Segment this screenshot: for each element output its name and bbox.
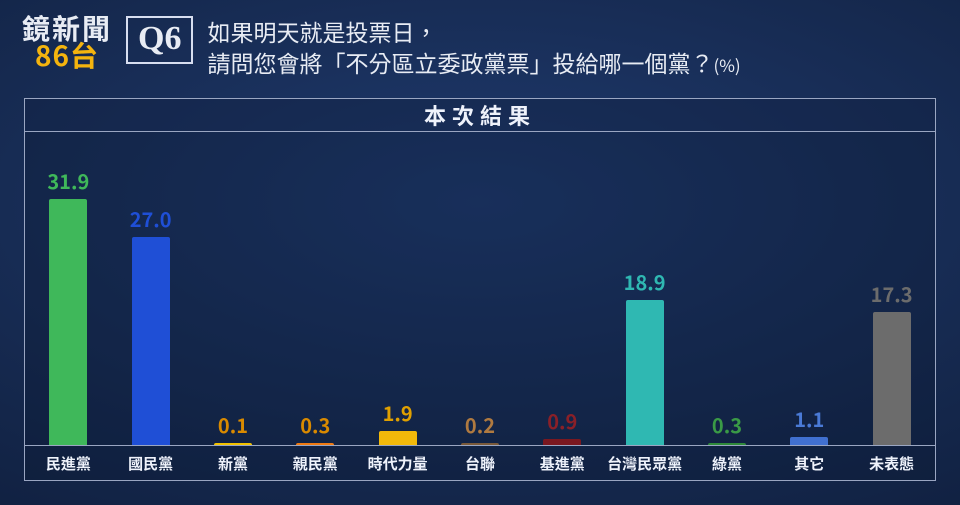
bar-column: 0.2 bbox=[441, 410, 519, 446]
x-label: 未表態 bbox=[853, 453, 931, 474]
x-label: 台灣民眾黨 bbox=[606, 453, 684, 474]
question-line2: 請問您會將「不分區立委政黨票」投給哪一個黨？ bbox=[207, 45, 713, 79]
x-label: 民進黨 bbox=[29, 453, 107, 474]
chart-frame: 本次結果 31.9 27.0 0.1 0.3 1.9 0.2 0.9 18.9 0.3 1.1 17… bbox=[24, 98, 936, 481]
bar bbox=[379, 431, 417, 446]
chart-title-bar: 本次結果 bbox=[24, 98, 936, 132]
bar-value: 0.1 bbox=[218, 410, 248, 439]
bar-column: 1.1 bbox=[770, 404, 848, 446]
bar-value: 0.2 bbox=[465, 410, 495, 439]
x-labels-row: 民進黨國民黨新黨親民黨時代力量台聯基進黨台灣民眾黨綠黨其它未表態 bbox=[25, 446, 935, 480]
x-label: 基進黨 bbox=[523, 453, 601, 474]
x-label: 台聯 bbox=[441, 453, 519, 474]
bars-row: 31.9 27.0 0.1 0.3 1.9 0.2 0.9 18.9 0.3 1.1 17.3 bbox=[25, 142, 935, 446]
bar bbox=[626, 300, 664, 446]
bar-value: 0.3 bbox=[712, 410, 742, 439]
x-label: 國民黨 bbox=[112, 453, 190, 474]
brand-block: 鏡新聞 86台 bbox=[22, 14, 112, 71]
bar-column: 0.3 bbox=[688, 410, 766, 446]
bar-value: 0.9 bbox=[547, 406, 577, 435]
x-label: 新黨 bbox=[194, 453, 272, 474]
x-label: 親民黨 bbox=[276, 453, 354, 474]
bar-column: 0.1 bbox=[194, 410, 272, 446]
x-label: 綠黨 bbox=[688, 453, 766, 474]
bar bbox=[132, 237, 170, 446]
brand-channel: 86台 bbox=[35, 41, 99, 70]
question-unit: (%) bbox=[713, 52, 740, 77]
bar-column: 31.9 bbox=[29, 166, 107, 446]
bar-column: 18.9 bbox=[606, 267, 684, 446]
bar-value: 0.3 bbox=[300, 410, 330, 439]
question-line1: 如果明天就是投票日， bbox=[207, 14, 437, 48]
x-label: 其它 bbox=[770, 453, 848, 474]
bar-column: 27.0 bbox=[112, 204, 190, 446]
bar bbox=[49, 199, 87, 446]
bar-value: 18.9 bbox=[624, 267, 666, 296]
bar-value: 17.3 bbox=[871, 279, 913, 308]
bar-column: 1.9 bbox=[359, 398, 437, 446]
bar-column: 17.3 bbox=[853, 279, 931, 446]
header: 鏡新聞 86台 Q6 如果明天就是投票日， 請問您會將「不分區立委政黨票」投給哪… bbox=[0, 0, 960, 78]
bar-value: 31.9 bbox=[47, 166, 89, 195]
bar-column: 0.3 bbox=[276, 410, 354, 446]
bar-value: 27.0 bbox=[130, 204, 172, 233]
chart-plot: 31.9 27.0 0.1 0.3 1.9 0.2 0.9 18.9 0.3 1.1 17.3 民進… bbox=[24, 132, 936, 481]
chart-title: 本次結果 bbox=[424, 99, 536, 131]
bar bbox=[873, 312, 911, 446]
bar-column: 0.9 bbox=[523, 406, 601, 446]
bar-value: 1.9 bbox=[383, 398, 413, 427]
bar-value: 1.1 bbox=[794, 404, 824, 433]
question-key-box: Q6 bbox=[126, 16, 193, 64]
x-label: 時代力量 bbox=[359, 453, 437, 474]
question-text: 如果明天就是投票日， 請問您會將「不分區立委政黨票」投給哪一個黨？(%) bbox=[207, 14, 740, 78]
